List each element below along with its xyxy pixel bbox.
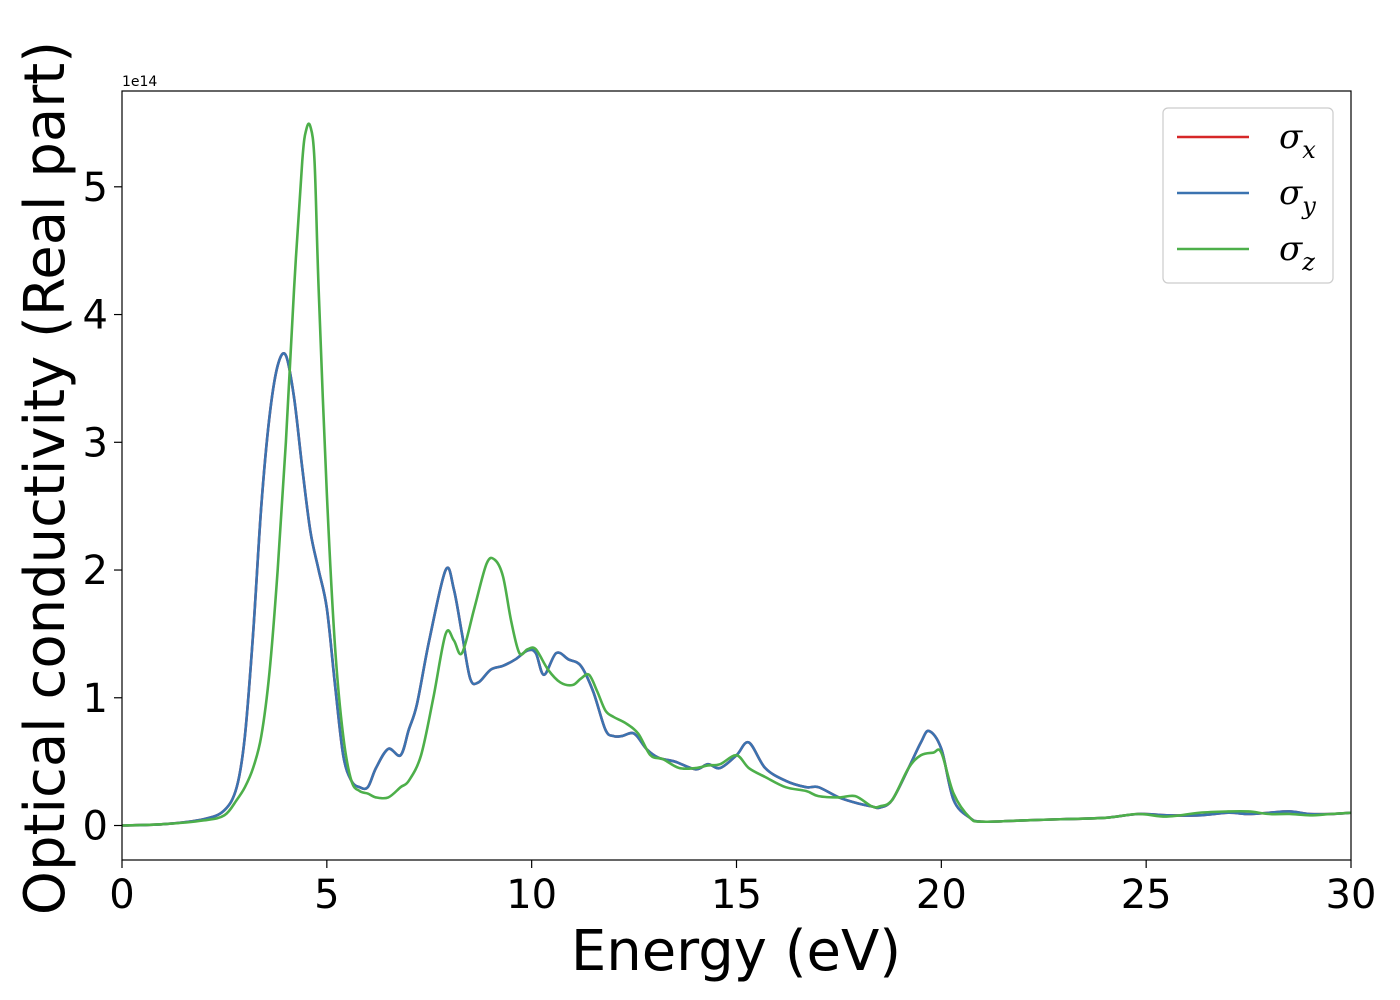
legend-subscript: x	[1302, 136, 1316, 164]
x-tick-label: 30	[1326, 872, 1377, 918]
y-tick-label: 1	[83, 676, 108, 722]
y-tick-label: 2	[83, 548, 108, 594]
legend-subscript: z	[1301, 248, 1315, 276]
y-axis-ticks: 0 1 2 3 4 5	[83, 165, 122, 850]
legend-box	[1162, 107, 1334, 284]
y-offset-label: 1e14	[122, 74, 157, 90]
x-axis-title: Energy (eV)	[571, 919, 901, 984]
x-tick-label: 5	[314, 872, 339, 918]
legend-label-x: σx	[1279, 117, 1316, 164]
x-tick-label: 15	[711, 872, 762, 918]
y-tick-label: 0	[83, 804, 108, 850]
x-tick-label: 10	[506, 872, 557, 918]
x-tick-label: 0	[109, 872, 134, 918]
series-line-z	[121, 122, 1352, 827]
legend-symbol: σ	[1279, 229, 1303, 269]
legend-subscript: y	[1301, 192, 1316, 220]
legend-symbol: σ	[1279, 117, 1303, 157]
y-tick-label: 5	[83, 165, 108, 211]
x-axis-ticks: 0 5 10 15 20 25 30	[109, 860, 1376, 918]
x-tick-label: 20	[916, 872, 967, 918]
legend-symbol: σ	[1279, 173, 1303, 213]
legend-label-z: σz	[1279, 229, 1315, 276]
series-layer	[121, 122, 1352, 827]
y-axis-title: Optical conductivity (Real part)	[13, 41, 78, 915]
y-tick-label: 3	[83, 420, 108, 466]
y-tick-label: 4	[83, 293, 108, 339]
legend-label-y: σy	[1279, 173, 1316, 220]
x-tick-label: 25	[1121, 872, 1172, 918]
